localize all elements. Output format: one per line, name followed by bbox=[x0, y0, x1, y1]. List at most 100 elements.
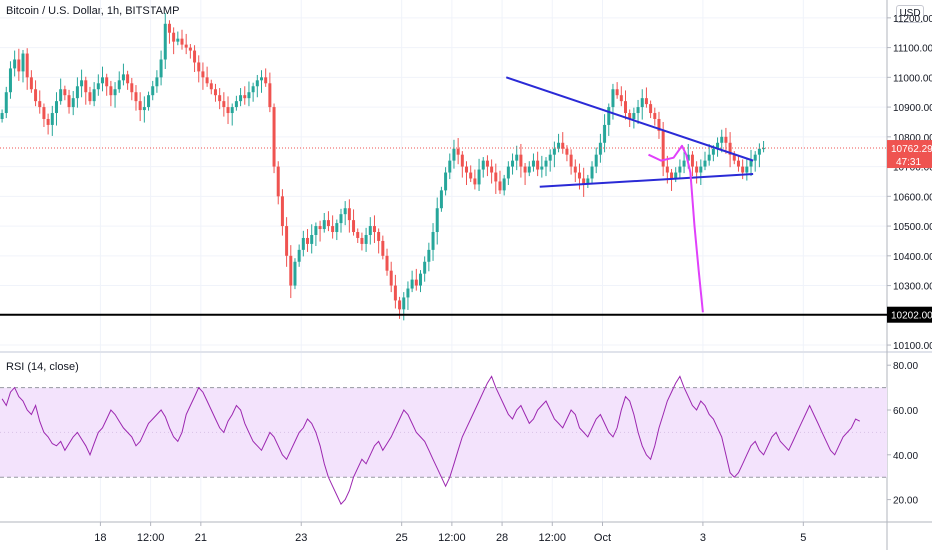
candle-body bbox=[318, 226, 322, 230]
candle-body bbox=[147, 95, 151, 108]
candle-body bbox=[243, 95, 247, 99]
currency-button[interactable]: USD bbox=[896, 5, 924, 23]
candles bbox=[0, 13, 766, 321]
time-tick-label: 23 bbox=[295, 532, 307, 544]
time-tick-label: 25 bbox=[396, 532, 408, 544]
candle-body bbox=[276, 166, 280, 197]
candle-body bbox=[561, 142, 565, 149]
candle-body bbox=[582, 178, 586, 185]
candle-body bbox=[452, 148, 456, 161]
candle-body bbox=[335, 223, 339, 233]
candle-body bbox=[745, 166, 749, 173]
candle-body bbox=[167, 23, 171, 33]
candle-body bbox=[176, 38, 180, 42]
candle-body bbox=[356, 232, 360, 238]
candle-body bbox=[297, 249, 301, 262]
candle-body bbox=[406, 288, 410, 298]
candle-body bbox=[230, 107, 234, 114]
projection-path bbox=[648, 144, 704, 313]
candle-body bbox=[607, 107, 611, 125]
candle-body bbox=[54, 101, 58, 114]
candle-body bbox=[603, 124, 607, 143]
candle-body bbox=[569, 154, 573, 167]
candle-body bbox=[448, 160, 452, 173]
candle-body bbox=[151, 86, 155, 96]
candle-body bbox=[690, 154, 694, 167]
candle-body bbox=[289, 255, 293, 286]
candle-body bbox=[105, 77, 109, 87]
support-price-badge bbox=[887, 306, 932, 323]
candle-body bbox=[389, 270, 393, 286]
candle-body bbox=[347, 208, 351, 221]
candle-body bbox=[410, 279, 414, 289]
candle-body bbox=[314, 226, 318, 235]
time-tick-label: 12:00 bbox=[539, 532, 567, 544]
candle-body bbox=[13, 59, 17, 69]
candle-body bbox=[306, 237, 310, 244]
candle-body bbox=[590, 166, 594, 179]
candle-body bbox=[385, 255, 389, 271]
candle-body bbox=[301, 237, 305, 250]
candle-body bbox=[577, 172, 581, 179]
candle-body bbox=[109, 86, 113, 96]
candle-body bbox=[322, 220, 326, 230]
candle-body bbox=[707, 154, 711, 161]
rsi-title: RSI (14, close) bbox=[6, 361, 79, 373]
time-tick-label: 28 bbox=[496, 532, 508, 544]
time-tick-label: 21 bbox=[195, 532, 207, 544]
candle-body bbox=[699, 166, 703, 173]
candle-body bbox=[67, 95, 71, 108]
candle-body bbox=[531, 160, 535, 167]
candle-body bbox=[42, 107, 46, 119]
candle-body bbox=[38, 101, 42, 108]
candle-body bbox=[485, 160, 489, 167]
current-price-label: 10762.29 bbox=[891, 144, 932, 155]
trendline-lower bbox=[539, 173, 754, 188]
candle-body bbox=[703, 160, 707, 167]
candle-body bbox=[272, 107, 276, 167]
candle-body bbox=[670, 172, 674, 179]
rsi-band bbox=[0, 387, 887, 478]
candle-body bbox=[80, 80, 84, 87]
candle-body bbox=[50, 113, 54, 125]
candle-body bbox=[632, 113, 636, 119]
time-tick-label: 3 bbox=[700, 532, 706, 544]
candle-body bbox=[121, 74, 125, 81]
candle-body bbox=[477, 169, 481, 185]
candle-body bbox=[155, 77, 159, 87]
price-tick-label: 11000.00 bbox=[893, 73, 932, 84]
candle-body bbox=[310, 234, 314, 244]
candle-body bbox=[17, 59, 21, 72]
candle-body bbox=[280, 196, 284, 227]
candle-body bbox=[159, 59, 163, 78]
candle-body bbox=[96, 83, 100, 90]
candle-body bbox=[293, 261, 297, 286]
candle-body bbox=[184, 44, 188, 48]
candle-body bbox=[665, 166, 669, 173]
candle-body bbox=[611, 89, 615, 108]
candle-body bbox=[657, 118, 661, 131]
candle-body bbox=[649, 104, 653, 114]
candle-body bbox=[25, 53, 29, 78]
candle-body bbox=[88, 92, 92, 102]
candle-body bbox=[557, 142, 561, 149]
candle-body bbox=[326, 220, 330, 227]
candle-body bbox=[84, 80, 88, 93]
candle-body bbox=[381, 240, 385, 256]
candle-body bbox=[624, 101, 628, 114]
rsi-tick-label: 80.00 bbox=[893, 361, 918, 372]
candle-body bbox=[753, 154, 757, 161]
candle-body bbox=[435, 208, 439, 233]
price-tick-label: 10300.00 bbox=[893, 282, 932, 293]
candle-body bbox=[519, 154, 523, 167]
rsi-tick-label: 40.00 bbox=[893, 451, 918, 462]
candle-body bbox=[711, 148, 715, 155]
candle-body bbox=[682, 160, 686, 167]
candle-body bbox=[34, 89, 38, 102]
candle-body bbox=[75, 86, 79, 99]
candle-body bbox=[481, 160, 485, 170]
candle-body bbox=[511, 160, 515, 167]
candle-body bbox=[674, 172, 678, 179]
price-tick-label: 10600.00 bbox=[893, 192, 932, 203]
